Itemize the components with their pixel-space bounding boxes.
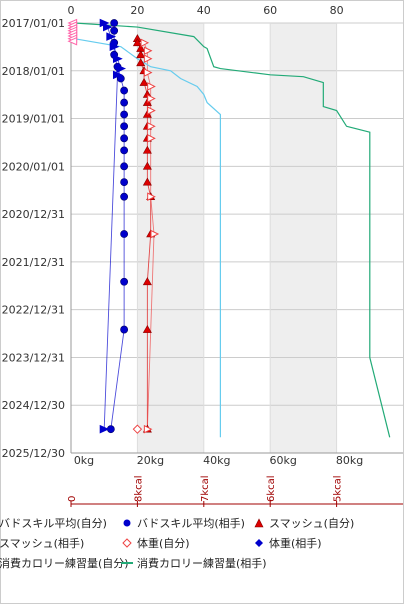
legend-label: 体重(自分) [137, 537, 190, 550]
data-point-circle [120, 178, 129, 187]
data-point-arrow [140, 38, 150, 48]
data-point-arrow [109, 42, 120, 51]
data-point-arrow [143, 424, 153, 434]
data-point-triangle [132, 38, 142, 47]
data-point-arrow [147, 192, 156, 202]
data-point-arrow [143, 68, 153, 77]
legend-label: 消費カロリー練習量(相手) [137, 557, 267, 570]
legend-symbol [121, 538, 133, 548]
y-tick-label: 2019/01/01 [2, 113, 65, 126]
legend-label: バドスキル平均(相手) [137, 517, 245, 530]
data-point-arrow [147, 134, 156, 143]
data-point-circle [120, 86, 129, 95]
series-line [74, 22, 391, 438]
legend-label: スマッシュ(自分) [269, 517, 355, 530]
data-point-circle [120, 230, 129, 238]
x-top-tick-label: 80 [330, 4, 344, 17]
data-point-arrow [147, 82, 156, 91]
x-bottom-tick-label: 60kg [270, 454, 297, 467]
x-bottom-tick-label: 0kg [74, 454, 94, 467]
y-tick-label: 2022/12/31 [2, 304, 65, 317]
x-top-tick-label: 60 [263, 4, 277, 17]
data-point-circle [120, 134, 129, 143]
legend-label: 消費カロリー練習量(自分) [0, 557, 129, 570]
x-bottom-tick-label: 80kg [336, 454, 363, 467]
data-point-circle [120, 98, 129, 107]
y-tick-label: 2024/12/30 [2, 399, 65, 412]
data-point-triangle [142, 177, 152, 186]
data-point-triangle [142, 324, 152, 333]
data-point-circle [120, 122, 129, 131]
data-point-triangle [142, 145, 152, 154]
x-bottom-tick-label: 40kg [203, 454, 230, 467]
legend-label: スマッシュ(相手) [0, 537, 85, 550]
x-top-tick-label: 40 [197, 4, 211, 17]
data-point-arrow [112, 70, 123, 80]
chart-svg: 0 20 40 60 80 2017/01/01 2018/01/01 2019/01/01… [2, 4, 403, 507]
data-point-circle [120, 277, 129, 286]
legend-label: バドスキル平均(自分) [0, 517, 107, 530]
kcal-tick-label: 6kcal [266, 475, 277, 502]
shaded-band [270, 23, 337, 453]
data-point-circle [120, 110, 129, 119]
data-point-arrow [67, 36, 78, 46]
data-point-circle [120, 325, 129, 334]
data-point-arrow [147, 94, 156, 103]
kcal-tick-label: 7kcal [200, 475, 211, 502]
y-tick-label: 2017/01/01 [2, 17, 65, 30]
legend-symbol [253, 518, 265, 528]
legend-symbol [253, 538, 265, 548]
data-point-arrow [147, 121, 156, 131]
kcal-tick-label: 0 [67, 496, 78, 502]
legend-symbol [121, 558, 133, 568]
series-line [74, 38, 221, 438]
data-point-triangle [142, 161, 152, 170]
y-tick-label: 2025/12/30 [2, 447, 65, 460]
y-tick-label: 2020/01/01 [2, 160, 65, 173]
data-point-arrow [99, 424, 110, 434]
data-point-arrow [143, 54, 153, 64]
y-tick-label: 2020/12/31 [2, 208, 65, 221]
legend-label: 体重(相手) [269, 537, 322, 550]
data-point-arrow [147, 106, 156, 115]
kcal-tick-label: 5kcal [333, 475, 344, 502]
data-point-arrow [150, 229, 160, 239]
legend-symbol [121, 518, 133, 528]
x-top-tick-label: 0 [68, 4, 75, 17]
data-point-circle [120, 162, 129, 171]
y-tick-label: 2021/12/31 [2, 256, 65, 269]
data-point-arrow [143, 46, 153, 56]
data-point-triangle [136, 50, 146, 59]
y-tick-label: 2023/12/31 [2, 351, 65, 364]
x-top-tick-label: 20 [130, 4, 144, 17]
data-point-arrow [106, 32, 117, 41]
data-point-circle [120, 146, 129, 155]
data-point-circle [120, 192, 129, 201]
data-point-circle [110, 26, 119, 35]
data-point-triangle [139, 77, 149, 86]
y-tick-label: 2018/01/01 [2, 65, 65, 78]
plot-background [71, 23, 403, 453]
data-point-triangle [142, 277, 152, 286]
kcal-tick-label: 8kcal [133, 475, 144, 502]
data-point-triangle [136, 58, 146, 67]
data-point-arrow [112, 54, 123, 63]
data-point-circle [110, 19, 119, 27]
data-point-arrow [103, 22, 113, 32]
data-point-diamond [132, 424, 143, 434]
x-bottom-tick-label: 20kg [137, 454, 164, 467]
data-point-arrow [116, 64, 127, 73]
